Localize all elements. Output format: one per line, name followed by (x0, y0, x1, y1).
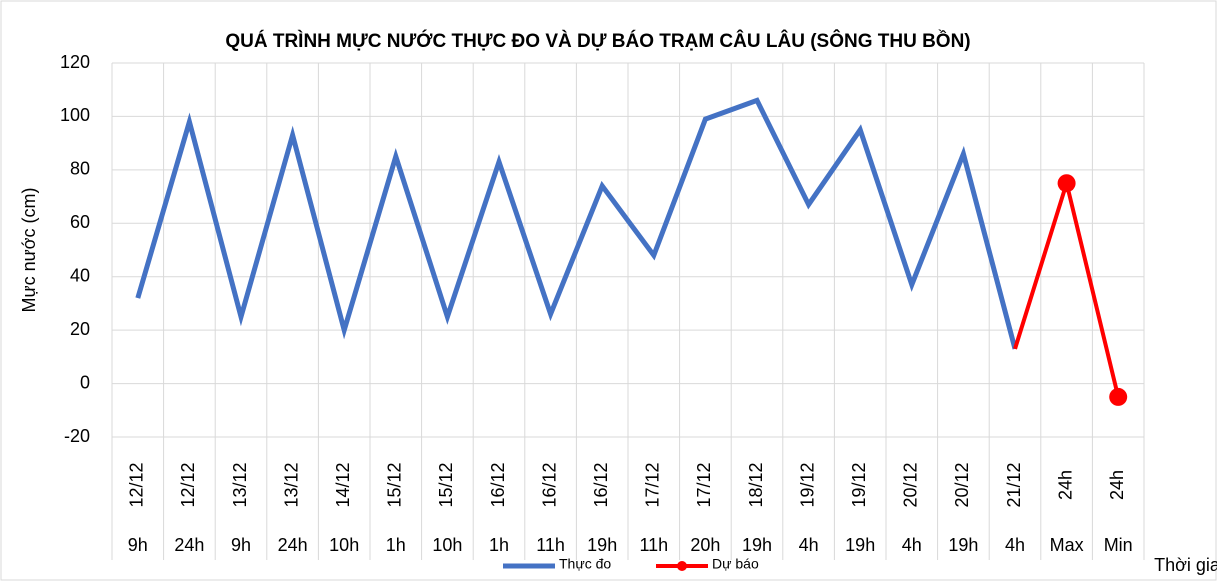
x-subtick-label: 24h (278, 535, 308, 555)
y-tick-label: 100 (60, 105, 90, 125)
x-subtick-label: 19h (742, 535, 772, 555)
series-marker (1109, 387, 1128, 406)
x-subtick-label: 4h (1005, 535, 1025, 555)
x-subtick-label: 1h (386, 535, 406, 555)
y-tick-label: 20 (70, 319, 90, 339)
x-tick-label: 24h (1055, 470, 1075, 500)
x-subtick-label: 19h (587, 535, 617, 555)
series-line (135, 97, 1018, 350)
x-tick-label: 17/12 (694, 462, 714, 507)
x-subtick-label: 9h (231, 535, 251, 555)
x-subtick-label: Min (1104, 535, 1133, 555)
x-tick-label: 15/12 (385, 462, 405, 507)
x-tick-label: 16/12 (591, 462, 611, 507)
x-subtick-label: 20h (690, 535, 720, 555)
y-tick-label: 80 (70, 159, 90, 179)
x-tick-label: 12/12 (127, 462, 147, 507)
x-tick-label: 21/12 (1004, 462, 1024, 507)
y-tick-label: 120 (60, 52, 90, 72)
x-subtick-label: 11h (639, 535, 668, 555)
y-tick-label: 40 (70, 265, 90, 285)
x-tick-label: 16/12 (488, 462, 508, 507)
y-tick-label: 0 (80, 372, 90, 392)
x-subtick-label: Max (1050, 535, 1084, 555)
x-tick-label: 17/12 (643, 462, 663, 507)
x-subtick-label: 1h (489, 535, 509, 555)
x-subtick-label: 19h (845, 535, 875, 555)
x-tick-label: 13/12 (281, 462, 301, 507)
y-tick-label: 60 (70, 212, 90, 232)
chart-title: QUÁ TRÌNH MỰC NƯỚC THỰC ĐO VÀ DỰ BÁO TRẠ… (225, 30, 970, 52)
x-tick-label: 12/12 (178, 462, 198, 507)
x-tick-label: 16/12 (539, 462, 559, 507)
legend-marker (677, 561, 687, 571)
x-subtick-label: 24h (174, 535, 204, 555)
legend-label: Dự báo (712, 556, 759, 572)
x-tick-label: 20/12 (901, 462, 921, 507)
x-tick-label: 14/12 (333, 462, 353, 507)
x-subtick-label: 4h (902, 535, 922, 555)
y-tick-label: -20 (64, 426, 90, 446)
series-marker (1057, 174, 1076, 193)
y-axis-label: Mực nước (cm) (19, 188, 39, 313)
legend-label: Thực đo (559, 556, 611, 572)
x-subtick-label: 10h (432, 535, 462, 555)
x-tick-label: 19/12 (849, 462, 869, 507)
x-tick-label: 24h (1107, 470, 1127, 500)
x-subtick-label: 9h (128, 535, 148, 555)
x-subtick-label: 4h (799, 535, 819, 555)
x-axis-label: Thời gian (1154, 555, 1217, 575)
x-subtick-label: 10h (329, 535, 359, 555)
x-tick-label: 19/12 (797, 462, 817, 507)
x-subtick-label: 19h (948, 535, 978, 555)
x-tick-label: 18/12 (746, 462, 766, 507)
x-tick-label: 13/12 (230, 462, 250, 507)
x-subtick-label: 11h (536, 535, 565, 555)
x-tick-label: 15/12 (436, 462, 456, 507)
x-tick-label: 20/12 (952, 462, 972, 507)
